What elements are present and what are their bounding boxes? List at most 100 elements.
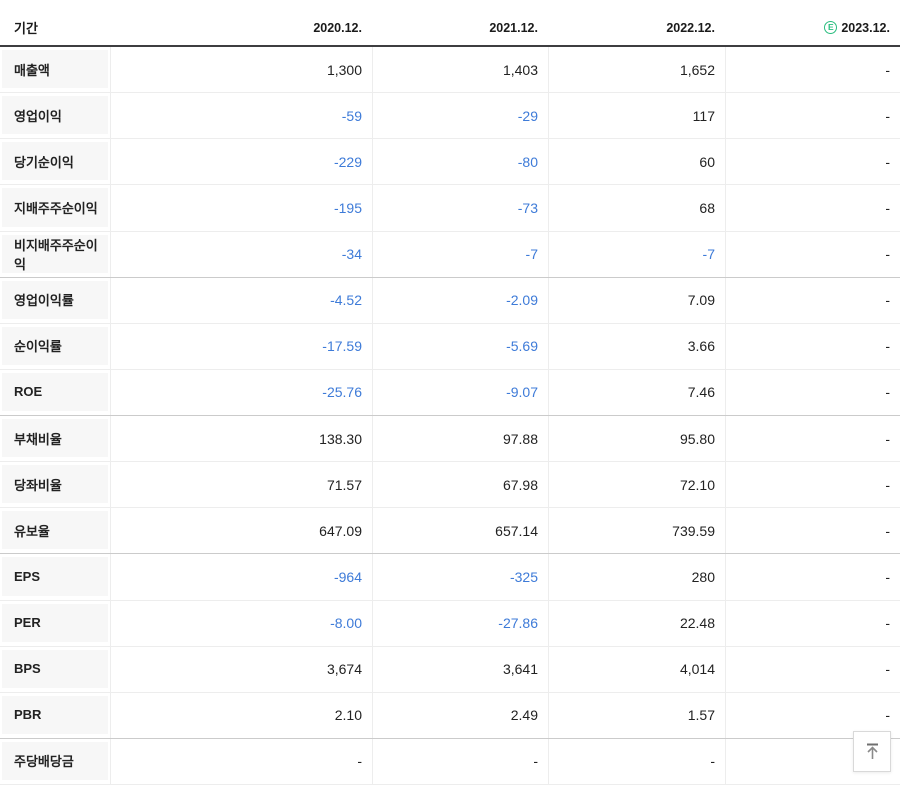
table-row: 당기순이익 -229 -80 60- — [0, 139, 900, 186]
value-cell: - — [725, 508, 900, 554]
row-label-text: 비지배주주순이익 — [2, 234, 108, 273]
period-header: 기간 — [14, 21, 38, 36]
row-label-text: 지배주주순이익 — [2, 188, 108, 227]
column-header-label: 2021.12. — [489, 20, 538, 35]
column-header: 2020.12. — [110, 21, 372, 35]
value-cell: 7.46 — [548, 369, 725, 415]
row-label-text: 영업이익률 — [2, 280, 108, 319]
value-cell: 71.57 — [110, 462, 372, 508]
table-body: 매출액 1,300 1,403 1,652- 영업이익 -59 -29 117- 당기순이익 -2… — [0, 47, 900, 785]
value-cell: - — [725, 416, 900, 462]
value-cell: 2.10 — [110, 692, 372, 738]
value-cell: -195 — [110, 185, 372, 231]
table-row: 매출액 1,300 1,403 1,652- — [0, 47, 900, 94]
table-row: 영업이익 -59 -29 117- — [0, 93, 900, 140]
value-cell: 2.49 — [372, 692, 548, 738]
value-cell: 3,674 — [110, 646, 372, 692]
column-header: E 2023.12. — [725, 21, 900, 35]
value-cell: -27.86 — [372, 600, 548, 646]
row-label-text: EPS — [2, 557, 108, 596]
value-cell: 68 — [548, 185, 725, 231]
value-cell: -229 — [110, 139, 372, 185]
row-label: EPS — [0, 554, 110, 599]
value-cell: 1,403 — [372, 47, 548, 93]
value-cell: - — [725, 600, 900, 646]
value-cell: 7.09 — [548, 277, 725, 323]
value-cell: -8.00 — [110, 600, 372, 646]
value-cell: 97.88 — [372, 416, 548, 462]
column-header-label: 2020.12. — [313, 20, 362, 35]
value-cell: - — [725, 692, 900, 738]
value-cell: - — [725, 47, 900, 93]
value-cell: 138.30 — [110, 416, 372, 462]
value-cell: - — [548, 738, 725, 784]
value-cell: -964 — [110, 554, 372, 600]
row-label: PBR — [0, 693, 110, 738]
column-header: 2022.12. — [548, 21, 725, 35]
row-label-text: 매출액 — [2, 50, 108, 89]
value-cell: - — [725, 231, 900, 277]
row-label: 순이익률 — [0, 324, 110, 369]
value-cell: - — [725, 277, 900, 323]
value-cell: 1,652 — [548, 47, 725, 93]
value-cell: - — [110, 738, 372, 784]
row-label-text: 유보율 — [2, 511, 108, 550]
table-row: ROE -25.76 -9.07 7.46- — [0, 369, 900, 416]
row-label: 비지배주주순이익 — [0, 232, 110, 277]
row-label: 부채비율 — [0, 416, 110, 461]
table-row: 비지배주주순이익 -34 -7 -7- — [0, 231, 900, 278]
value-cell: -34 — [110, 231, 372, 277]
value-cell: -5.69 — [372, 323, 548, 369]
value-cell: - — [372, 738, 548, 784]
row-label-text: 부채비율 — [2, 419, 108, 458]
table-row: EPS -964 -325 280- — [0, 554, 900, 601]
row-label-text: PBR — [2, 695, 108, 734]
value-cell: -325 — [372, 554, 548, 600]
value-cell: -25.76 — [110, 369, 372, 415]
value-cell: - — [725, 646, 900, 692]
value-cell: -2.09 — [372, 277, 548, 323]
row-label: 당좌비율 — [0, 462, 110, 507]
row-label: 지배주주순이익 — [0, 185, 110, 230]
row-label: ROE — [0, 370, 110, 415]
table-row: PBR 2.10 2.49 1.57- — [0, 692, 900, 739]
value-cell: -73 — [372, 185, 548, 231]
value-cell: -29 — [372, 93, 548, 139]
row-label-text: BPS — [2, 649, 108, 688]
row-label: 유보율 — [0, 508, 110, 553]
row-label: 매출액 — [0, 47, 110, 92]
table-row: 유보율 647.09 657.14 739.59- — [0, 508, 900, 555]
row-label-text: 주당배당금 — [2, 741, 108, 780]
table-row: 순이익률 -17.59 -5.69 3.66- — [0, 323, 900, 370]
value-cell: 647.09 — [110, 508, 372, 554]
value-cell: -59 — [110, 93, 372, 139]
value-cell: - — [725, 93, 900, 139]
value-cell: 280 — [548, 554, 725, 600]
row-label: 주당배당금 — [0, 739, 110, 784]
value-cell: - — [725, 139, 900, 185]
value-cell: 3,641 — [372, 646, 548, 692]
table-header: 기간 2020.12. 2021.12. 2022.12. E 2023.12. — [0, 0, 900, 47]
value-cell: 3.66 — [548, 323, 725, 369]
value-cell: 72.10 — [548, 462, 725, 508]
value-cell: - — [725, 185, 900, 231]
row-label-text: 영업이익 — [2, 96, 108, 135]
table-row: 영업이익률 -4.52 -2.09 7.09- — [0, 277, 900, 324]
row-label-text: ROE — [2, 372, 108, 411]
table-row: 지배주주순이익 -195 -73 68- — [0, 185, 900, 232]
value-cell: -7 — [548, 231, 725, 277]
estimate-icon: E — [824, 21, 838, 34]
row-label: 영업이익 — [0, 93, 110, 138]
value-cell: 4,014 — [548, 646, 725, 692]
value-cell: 117 — [548, 93, 725, 139]
value-cell: -7 — [372, 231, 548, 277]
value-cell: -9.07 — [372, 369, 548, 415]
value-cell: -4.52 — [110, 277, 372, 323]
scroll-to-top-button[interactable] — [853, 731, 891, 772]
value-cell: - — [725, 369, 900, 415]
row-label: PER — [0, 601, 110, 646]
row-label-text: PER — [2, 603, 108, 642]
row-label: BPS — [0, 647, 110, 692]
row-label-text: 당기순이익 — [2, 142, 108, 181]
